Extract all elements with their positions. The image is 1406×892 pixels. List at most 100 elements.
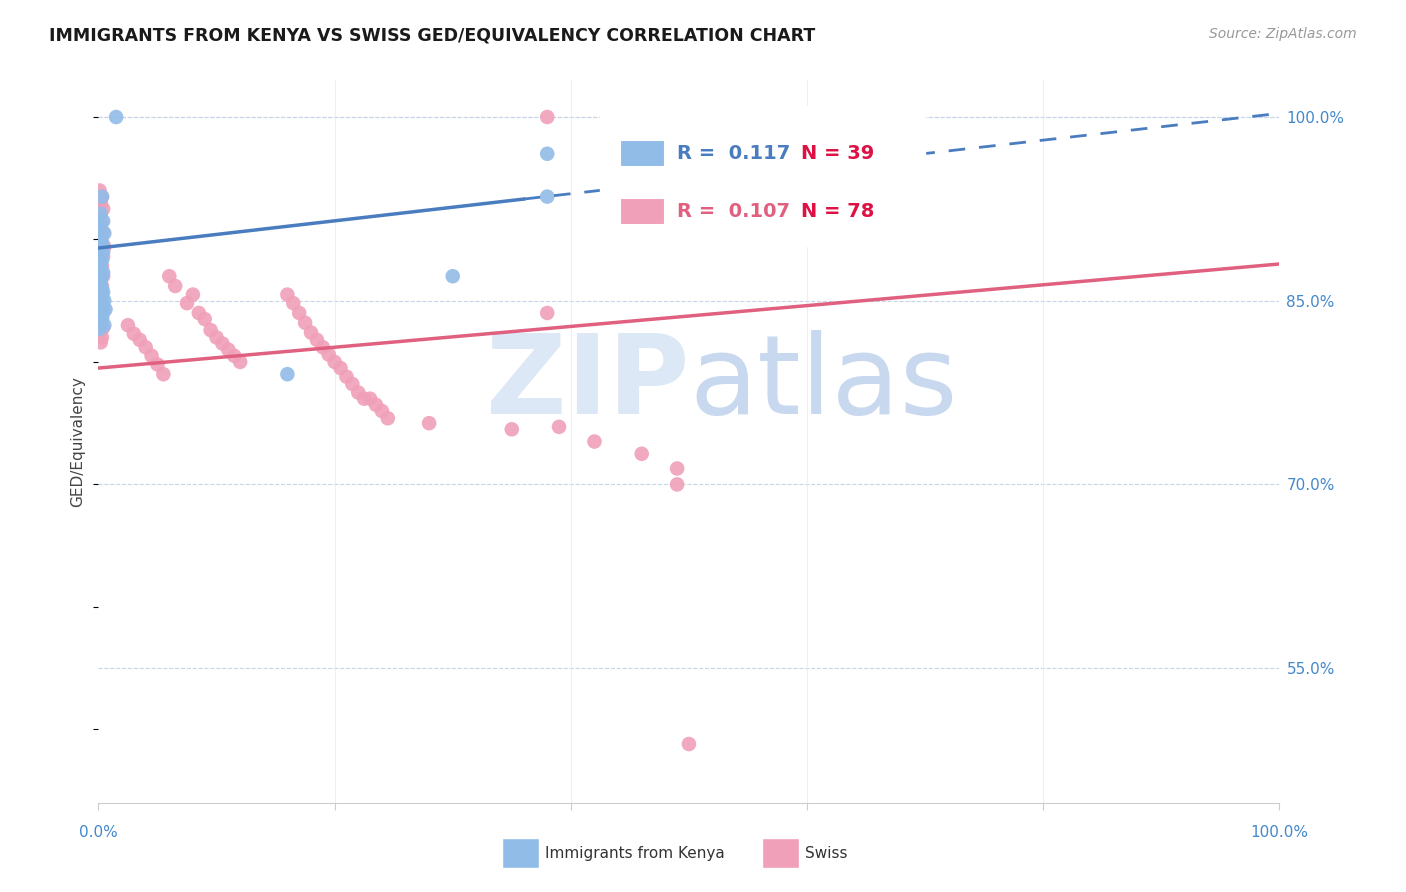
Point [91,244,114,259]
Point [89,306,111,320]
Y-axis label: GED/Equivalency: GED/Equivalency [70,376,86,507]
Point [90,207,112,221]
Point [90,257,112,271]
Point [536,146,558,161]
Point [283,296,305,310]
Point [89,184,111,198]
Point [288,306,311,320]
FancyBboxPatch shape [762,838,799,868]
Point [364,398,387,412]
Point [276,287,298,301]
Point [91,279,114,293]
Point [90,264,112,278]
Point [90,299,112,313]
Point [89,230,111,244]
Point [90,316,112,330]
Point [91,253,114,268]
Point [91,330,114,344]
Point [91,269,114,284]
Point [90,273,112,287]
Text: N = 78: N = 78 [801,202,875,221]
Text: 0.0%: 0.0% [79,825,118,840]
Text: Swiss: Swiss [804,846,848,861]
Point [90,316,112,330]
Point [318,348,340,362]
Point [91,235,114,249]
Point [141,349,163,363]
Point [323,355,346,369]
Point [91,189,114,203]
Point [89,326,111,340]
Point [91,189,114,203]
Point [89,310,111,324]
Point [91,310,114,325]
Point [536,110,558,124]
Point [91,312,114,326]
Point [90,248,112,262]
Point [91,250,114,264]
Text: R =  0.107: R = 0.107 [678,202,790,221]
Point [229,355,252,369]
Point [91,285,114,300]
Point [91,269,114,284]
Point [299,326,322,340]
Point [90,303,112,318]
Point [157,269,180,284]
Point [91,236,114,251]
FancyBboxPatch shape [620,139,665,167]
Point [91,302,114,317]
Point [146,358,169,372]
Point [294,316,316,330]
Point [105,110,128,124]
Text: Source: ZipAtlas.com: Source: ZipAtlas.com [1209,27,1357,41]
Point [91,281,114,295]
Point [583,434,606,449]
Point [501,422,523,436]
Point [224,349,246,363]
Point [347,385,370,400]
Point [89,277,111,292]
Point [117,318,139,333]
Point [165,279,187,293]
Point [91,320,114,334]
FancyBboxPatch shape [620,198,665,225]
Point [194,312,217,326]
Point [312,340,335,354]
Point [536,306,558,320]
Text: 100.0%: 100.0% [1250,825,1309,840]
Point [90,293,112,308]
Point [342,376,364,391]
Point [305,333,328,347]
Point [93,318,115,333]
Point [91,300,114,314]
Point [377,411,399,425]
Point [89,274,111,288]
Point [90,290,112,304]
Point [89,241,111,255]
Point [91,202,114,216]
Point [89,254,111,268]
Point [418,416,440,430]
Point [135,340,157,354]
Text: atlas: atlas [689,330,957,437]
Point [200,323,222,337]
Point [678,737,700,751]
Point [181,287,204,301]
Point [128,333,150,347]
Point [666,461,689,475]
Point [353,392,375,406]
Point [90,284,112,298]
Point [335,369,357,384]
FancyBboxPatch shape [502,838,538,868]
Point [187,306,209,320]
Text: ZIP: ZIP [485,330,689,437]
Point [90,220,112,235]
Text: R =  0.117: R = 0.117 [678,144,790,162]
FancyBboxPatch shape [600,105,925,246]
Point [89,220,111,235]
Point [91,266,114,280]
Point [666,477,689,491]
Point [152,367,174,381]
Point [91,293,114,308]
Point [91,260,114,274]
